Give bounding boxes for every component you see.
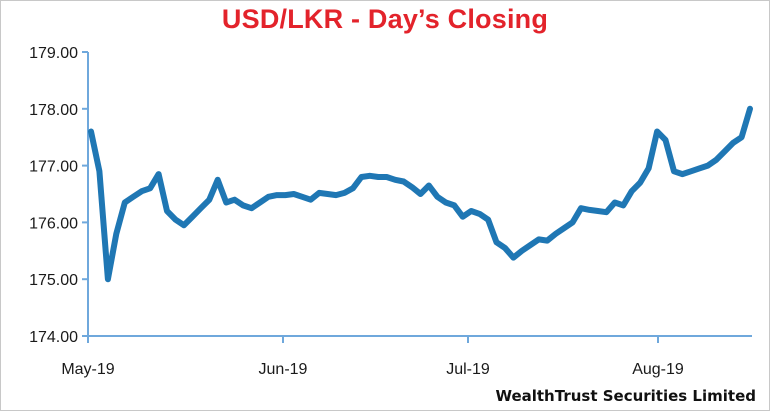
- chart-title: USD/LKR - Day’s Closing: [221, 4, 549, 34]
- x-tick-label: Jun-19: [259, 361, 308, 378]
- y-tick-label: 179.00: [29, 45, 78, 62]
- y-tick-label: 178.00: [29, 102, 78, 119]
- y-tick-label: 177.00: [29, 159, 78, 176]
- x-tick-label: May-19: [61, 361, 114, 378]
- series-line-usd-lkr: [88, 105, 753, 283]
- y-tick-label: 176.00: [29, 215, 78, 232]
- y-tick-label: 174.00: [29, 329, 78, 346]
- x-tick-label: Aug-19: [632, 361, 684, 378]
- y-tick-label: 175.00: [29, 272, 78, 289]
- source-credit: WealthTrust Securities Limited: [495, 387, 756, 405]
- x-tick-label: Jul-19: [446, 361, 490, 378]
